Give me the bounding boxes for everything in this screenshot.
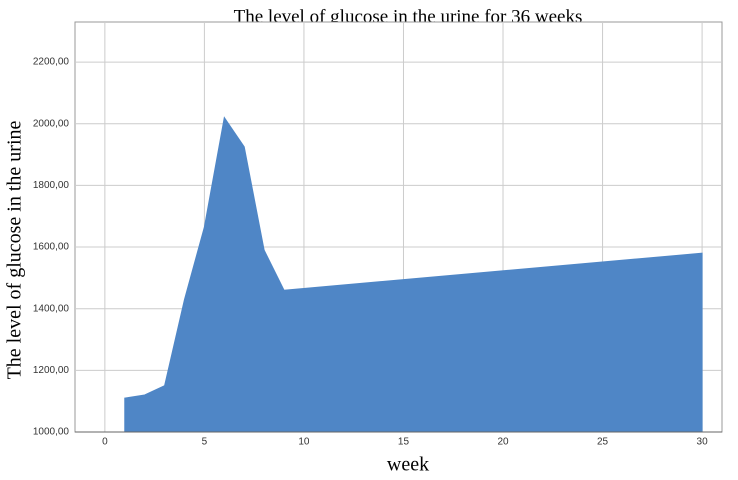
- x-tick-label: 20: [497, 437, 509, 448]
- y-axis-label: The level of glucose in the urine: [4, 120, 26, 379]
- x-tick-label: 5: [202, 437, 208, 448]
- y-tick-label: 1000,00: [33, 427, 70, 438]
- y-tick-label: 2000,00: [33, 118, 70, 129]
- x-tick-label: 0: [102, 437, 108, 448]
- x-axis-label: week: [387, 454, 429, 476]
- y-tick-label: 1600,00: [33, 242, 70, 253]
- y-tick-label: 2200,00: [33, 57, 70, 68]
- x-tick-label: 30: [697, 437, 709, 448]
- x-tick-label: 25: [597, 437, 609, 448]
- x-tick-label: 15: [398, 437, 410, 448]
- y-tick-label: 1400,00: [33, 303, 70, 314]
- x-tick-label: 10: [298, 437, 310, 448]
- y-tick-label: 1200,00: [33, 365, 70, 376]
- y-tick-label: 1800,00: [33, 180, 70, 191]
